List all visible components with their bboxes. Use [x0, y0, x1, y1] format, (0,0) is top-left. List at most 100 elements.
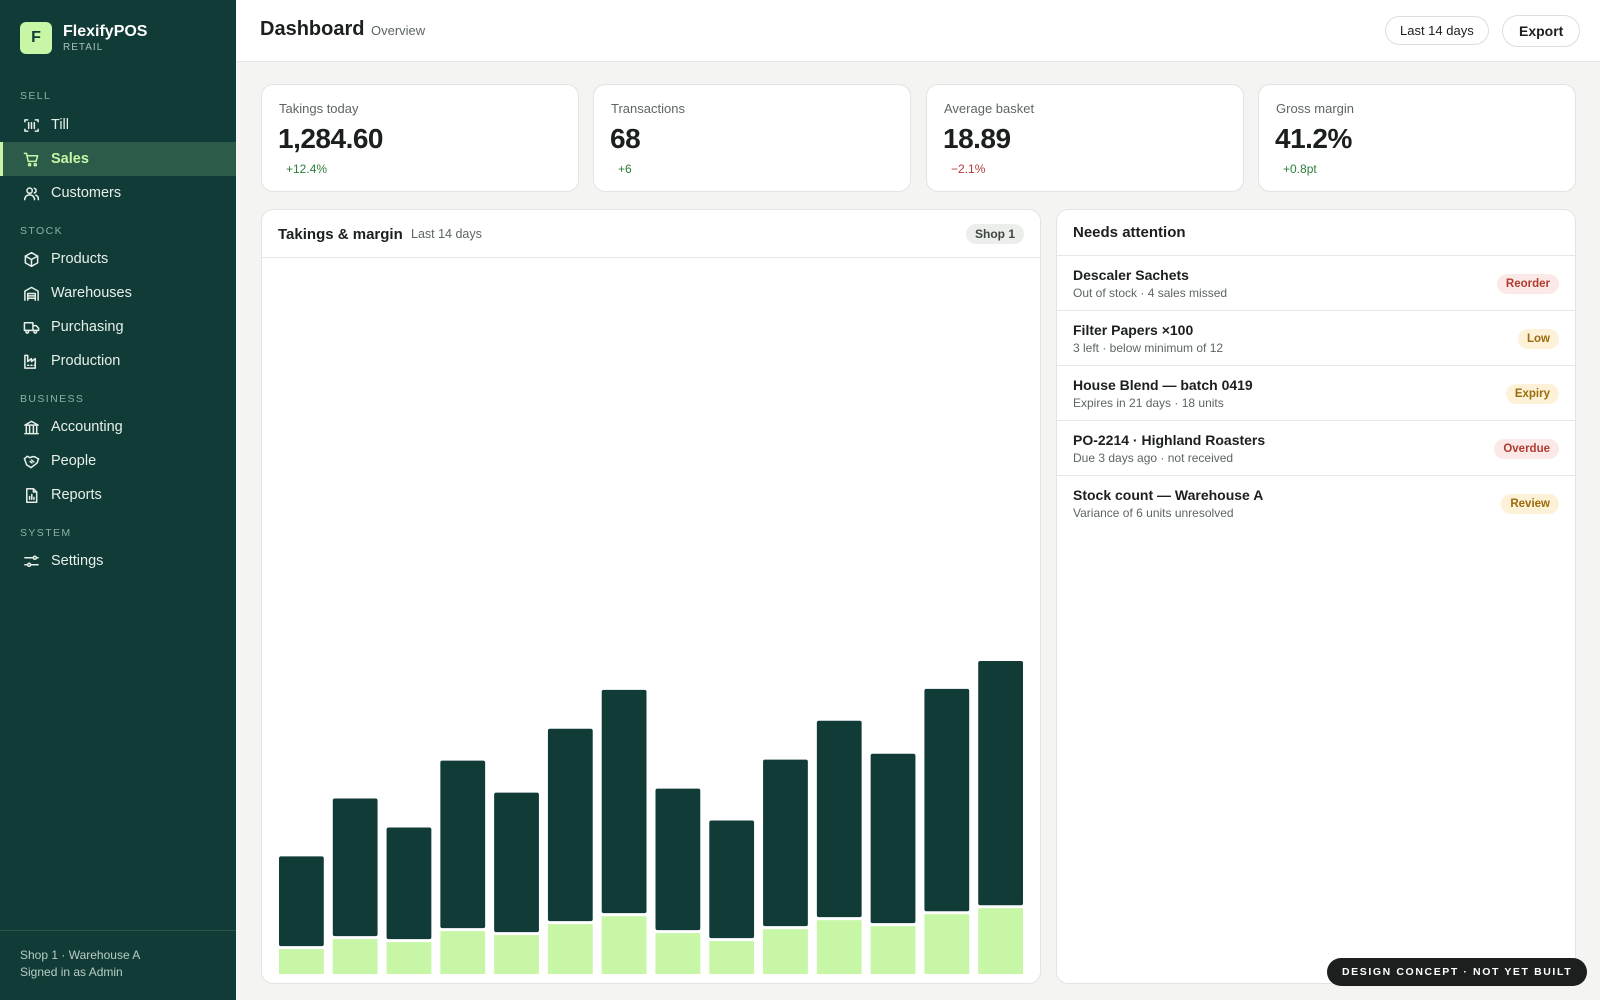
- margin-bar: [816, 920, 862, 974]
- date-range-button[interactable]: Last 14 days: [1385, 16, 1489, 45]
- sidebar-item-label: Till: [51, 117, 69, 133]
- margin-bar: [494, 935, 539, 974]
- sidebar-item-sales[interactable]: Sales: [0, 142, 236, 176]
- sidebar-item-till[interactable]: Till: [0, 108, 236, 142]
- margin-bar: [440, 931, 486, 974]
- review-badge[interactable]: Review: [1501, 494, 1559, 514]
- sidebar-item-label: People: [51, 453, 97, 469]
- sidebar-item-label: Warehouses: [51, 285, 132, 301]
- kpi-delta: −2.1%: [951, 162, 986, 176]
- attention-item[interactable]: House Blend — batch 0419 Expires in 21 d…: [1057, 365, 1575, 420]
- brand-logo: F: [20, 22, 52, 54]
- kpi-card-takings: Takings today 1,284.60 +12.4%: [261, 84, 579, 192]
- kpi-delta: +6: [618, 162, 632, 176]
- takings-bar: [763, 759, 808, 927]
- sidebar-item-label: Production: [51, 353, 121, 369]
- kpi-card-transactions: Transactions 68 +6: [593, 84, 911, 192]
- takings-bar: [547, 728, 593, 922]
- takings-bar: [494, 792, 539, 933]
- attention-item-name: House Blend — batch 0419: [1073, 377, 1253, 393]
- kpi-label: Transactions: [611, 101, 685, 116]
- kpi-card-average-basket: Average basket 18.89 −2.1%: [926, 84, 1244, 192]
- sidebar: F FlexifyPOS RETAIL SELL Till Sales Cust…: [0, 0, 236, 1000]
- margin-bar: [279, 949, 324, 974]
- chart-panel-header: Takings & margin Last 14 days Shop 1: [262, 210, 1040, 258]
- attention-item-detail: Due 3 days ago · not received: [1073, 451, 1234, 465]
- margin-bar: [655, 933, 701, 974]
- brand[interactable]: F FlexifyPOS RETAIL: [20, 22, 147, 54]
- takings-bar: [978, 661, 1023, 906]
- kpi-value: 41.2%: [1275, 123, 1352, 154]
- handshake-icon: [22, 452, 40, 470]
- shop-filter-badge[interactable]: Shop 1: [965, 224, 1024, 244]
- margin-bar: [870, 926, 916, 974]
- sidebar-item-settings[interactable]: Settings: [0, 544, 236, 578]
- kpi-delta: +12.4%: [286, 162, 328, 176]
- factory-icon: [22, 352, 40, 370]
- sidebar-item-customers[interactable]: Customers: [0, 176, 236, 210]
- takings-bar: [332, 798, 378, 937]
- page-subtitle: Overview: [371, 23, 426, 38]
- sidebar-item-products[interactable]: Products: [0, 242, 236, 276]
- margin-bar: [978, 908, 1023, 974]
- design-concept-pill: DESIGN CONCEPT · NOT YET BUILT: [1327, 958, 1588, 986]
- sidebar-item-warehouses[interactable]: Warehouses: [0, 276, 236, 310]
- box-icon: [22, 250, 40, 268]
- attention-item-detail: Out of stock · 4 sales missed: [1073, 286, 1228, 300]
- takings-bar: [924, 688, 970, 912]
- nav-section-stock: STOCK: [20, 225, 63, 237]
- kpi-value: 68: [610, 123, 641, 154]
- sidebar-item-label: Customers: [51, 185, 122, 201]
- footer-user: Signed in as Admin: [20, 965, 123, 979]
- kpi-label: Average basket: [944, 101, 1035, 116]
- bank-icon: [22, 418, 40, 436]
- takings-bar: [709, 820, 755, 939]
- reorder-badge[interactable]: Reorder: [1496, 274, 1559, 294]
- attention-item[interactable]: Stock count — Warehouse A Variance of 6 …: [1057, 475, 1575, 530]
- sliders-icon: [22, 552, 40, 570]
- margin-bar: [386, 942, 432, 974]
- takings-bar: [870, 753, 916, 924]
- takings-bar: [279, 856, 324, 947]
- sidebar-item-label: Sales: [51, 151, 89, 167]
- kpi-value: 1,284.60: [278, 123, 384, 154]
- chart-title: Takings & margin: [278, 226, 403, 243]
- overdue-badge[interactable]: Overdue: [1494, 439, 1559, 459]
- attention-item[interactable]: Filter Papers ×100 3 left · below minimu…: [1057, 310, 1575, 365]
- sidebar-item-people[interactable]: People: [0, 444, 236, 478]
- margin-bar: [601, 916, 647, 974]
- export-button[interactable]: Export: [1502, 15, 1581, 47]
- chart-subtitle: Last 14 days: [411, 227, 482, 241]
- sidebar-item-label: Settings: [51, 553, 104, 569]
- nav-section-sell: SELL: [20, 90, 52, 102]
- low-stock-badge[interactable]: Low: [1518, 329, 1559, 349]
- sidebar-item-label: Purchasing: [51, 319, 124, 335]
- needs-attention-panel: Needs attention Descaler Sachets Out of …: [1056, 209, 1576, 984]
- sidebar-item-production[interactable]: Production: [0, 344, 236, 378]
- sidebar-item-accounting[interactable]: Accounting: [0, 410, 236, 444]
- kpi-delta: +0.8pt: [1283, 162, 1317, 176]
- users-icon: [22, 184, 40, 202]
- sidebar-item-purchasing[interactable]: Purchasing: [0, 310, 236, 344]
- takings-bar: [655, 788, 701, 931]
- sidebar-item-reports[interactable]: Reports: [0, 478, 236, 512]
- attention-item[interactable]: Descaler Sachets Out of stock · 4 sales …: [1057, 255, 1575, 310]
- attention-item[interactable]: PO-2214 · Highland Roasters Due 3 days a…: [1057, 420, 1575, 475]
- margin-bar: [709, 941, 755, 974]
- barcode-icon: [22, 116, 40, 134]
- expiry-badge[interactable]: Expiry: [1505, 384, 1559, 404]
- footer-location: Shop 1 · Warehouse A: [20, 948, 141, 962]
- margin-bar: [924, 914, 970, 974]
- sidebar-item-label: Accounting: [51, 419, 123, 435]
- margin-bar: [547, 924, 593, 974]
- sidebar-item-label: Products: [51, 251, 109, 267]
- takings-margin-chart: [279, 661, 1023, 974]
- cart-icon: [22, 150, 40, 168]
- margin-bar: [332, 939, 378, 974]
- kpi-value: 18.89: [943, 123, 1011, 154]
- top-header: Dashboard Overview Last 14 days Export: [236, 0, 1600, 62]
- attention-item-detail: Expires in 21 days · 18 units: [1073, 396, 1224, 410]
- brand-name: FlexifyPOS: [63, 22, 148, 40]
- page-title: Dashboard: [260, 18, 365, 40]
- takings-bar: [440, 760, 486, 929]
